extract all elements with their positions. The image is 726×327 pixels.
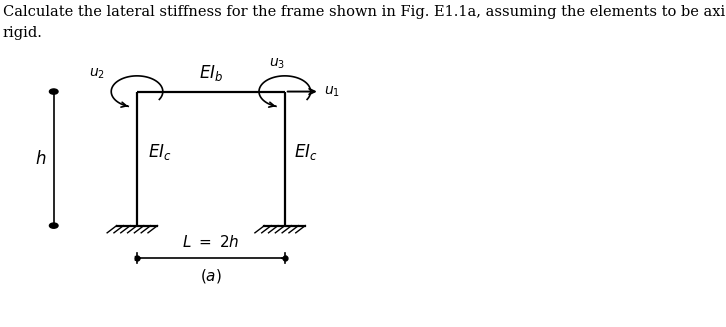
Text: $EI_c$: $EI_c$ [295,142,318,162]
Text: $h$: $h$ [35,149,46,168]
Text: $(a)$: $(a)$ [200,267,222,285]
Text: $u_3$: $u_3$ [269,57,285,71]
Text: $EI_b$: $EI_b$ [199,63,223,83]
Circle shape [49,223,58,228]
Circle shape [49,89,58,94]
Text: $u_1$: $u_1$ [324,84,340,99]
Text: $EI_c$: $EI_c$ [148,142,171,162]
Text: $L\ =\ 2h$: $L\ =\ 2h$ [182,234,240,250]
Text: Calculate the lateral stiffness for the frame shown in Fig. E1.1a, assuming the : Calculate the lateral stiffness for the … [3,5,726,19]
Text: rigid.: rigid. [3,26,43,40]
Text: $u_2$: $u_2$ [89,66,105,80]
